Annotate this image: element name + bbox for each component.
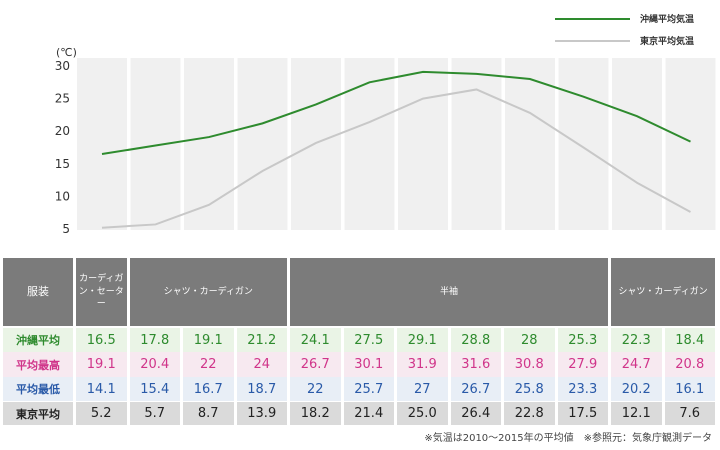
month-band <box>451 58 502 230</box>
table-cell: 25.3 <box>557 328 608 352</box>
table-cell: 24 <box>236 352 287 377</box>
table-cell: 16.7 <box>183 377 234 401</box>
month-band <box>344 58 395 230</box>
month-band <box>558 58 609 230</box>
table-cell: 22.8 <box>504 402 555 425</box>
y-tick-label: 30 <box>55 59 70 73</box>
table-cell: 28 <box>504 328 555 352</box>
table-cell: 28.8 <box>450 328 501 352</box>
table-cell: 17.8 <box>129 328 180 352</box>
average-low-row: 平均最低 14.1 15.4 16.7 18.7 22 25.7 27 26.7 25.8 23.3… <box>3 377 718 401</box>
table-cell: 15.4 <box>129 377 180 401</box>
table-cell: 16.5 <box>76 328 127 352</box>
y-tick-label: 5 <box>62 222 70 236</box>
month-band <box>665 58 716 230</box>
row-label: 沖縄平均 <box>3 328 73 352</box>
tokyo-average-row: 東京平均 5.2 5.7 8.7 13.9 18.2 21.4 25.0 26.4 22.8 17.… <box>3 402 718 425</box>
table-cell: 27.5 <box>343 328 394 352</box>
table-cell: 17.5 <box>557 402 608 425</box>
table-cell: 25.0 <box>397 402 448 425</box>
table-cell: 20.8 <box>664 352 715 377</box>
table-cell: 26.7 <box>290 352 341 377</box>
row-label: 東京平均 <box>3 402 73 425</box>
table-cell: 12.1 <box>611 402 662 425</box>
y-tick-label: 20 <box>55 124 70 138</box>
y-tick-label: 15 <box>55 157 70 171</box>
month-band <box>130 58 181 230</box>
clothing-header-row: 服装 カーディガン・セーター シャツ・カーディガン 半袖 シャツ・カーディガン <box>3 258 718 326</box>
legend-label: 沖縄平均気温 <box>640 13 694 25</box>
table-cell: 19.1 <box>76 352 127 377</box>
table-cell: 21.2 <box>236 328 287 352</box>
table-cell: 16.1 <box>664 377 715 401</box>
table-cell: 21.4 <box>343 402 394 425</box>
clothing-header-label: 服装 <box>3 258 73 326</box>
table-cell: 20.4 <box>129 352 180 377</box>
table-cell: 23.3 <box>557 377 608 401</box>
month-bands <box>77 58 716 230</box>
table-cell: 27.9 <box>557 352 608 377</box>
table-cell: 30.8 <box>504 352 555 377</box>
table-cell: 24.1 <box>290 328 341 352</box>
average-high-row: 平均最高 19.1 20.4 22 24 26.7 30.1 31.9 31.6 30.8 27.9… <box>3 352 718 377</box>
okinawa-temperature-line <box>101 70 691 156</box>
y-axis-ticks: 5 10 15 20 25 30 <box>55 59 70 236</box>
table-cell: 22.3 <box>611 328 662 352</box>
table-cell: 13.9 <box>236 402 287 425</box>
month-band <box>612 58 662 230</box>
clothing-group: シャツ・カーディガン <box>129 258 287 326</box>
table-cell: 26.7 <box>450 377 501 401</box>
table-cell: 22 <box>183 352 234 377</box>
table-cell: 5.7 <box>129 402 180 425</box>
table-cell: 18.7 <box>236 377 287 401</box>
month-band <box>184 58 234 230</box>
table-cell: 20.2 <box>611 377 662 401</box>
table-cell: 8.7 <box>183 402 234 425</box>
tokyo-temperature-line <box>101 88 691 229</box>
clothing-group: 半袖 <box>290 258 608 326</box>
table-cell: 26.4 <box>450 402 501 425</box>
series-lines <box>101 70 691 229</box>
month-band <box>505 58 555 230</box>
y-tick-label: 10 <box>55 189 70 203</box>
month-band <box>237 58 288 230</box>
table-cell: 7.6 <box>664 402 715 425</box>
month-band <box>77 58 127 230</box>
table-cell: 31.6 <box>450 352 501 377</box>
legend-label: 東京平均気温 <box>640 35 694 47</box>
table-cell: 5.2 <box>76 402 127 425</box>
table-cell: 22 <box>290 377 341 401</box>
okinawa-average-row: 沖縄平均 16.5 17.8 19.1 21.2 24.1 27.5 29.1 28.8 28 25… <box>3 328 718 352</box>
y-axis-unit: (℃) <box>56 46 77 59</box>
table-cell: 18.4 <box>664 328 715 352</box>
table-cell: 31.9 <box>397 352 448 377</box>
row-label: 平均最高 <box>3 352 73 377</box>
month-band <box>398 58 448 230</box>
table-cell: 19.1 <box>183 328 234 352</box>
table-cell: 25.7 <box>343 377 394 401</box>
table-cell: 25.8 <box>504 377 555 401</box>
table-cell: 18.2 <box>290 402 341 425</box>
table-cell: 29.1 <box>397 328 448 352</box>
table-cell: 24.7 <box>611 352 662 377</box>
table-cell: 27 <box>397 377 448 401</box>
row-label: 平均最低 <box>3 377 73 401</box>
table-cell: 14.1 <box>76 377 127 401</box>
clothing-group: カーディガン・セーター <box>76 258 127 326</box>
table-cell: 30.1 <box>343 352 394 377</box>
clothing-group: シャツ・カーディガン <box>611 258 715 326</box>
y-tick-label: 25 <box>55 92 70 106</box>
footnote: ※気温は2010～2015年の平均値 ※参照元：気象庁観測データ <box>424 433 712 444</box>
